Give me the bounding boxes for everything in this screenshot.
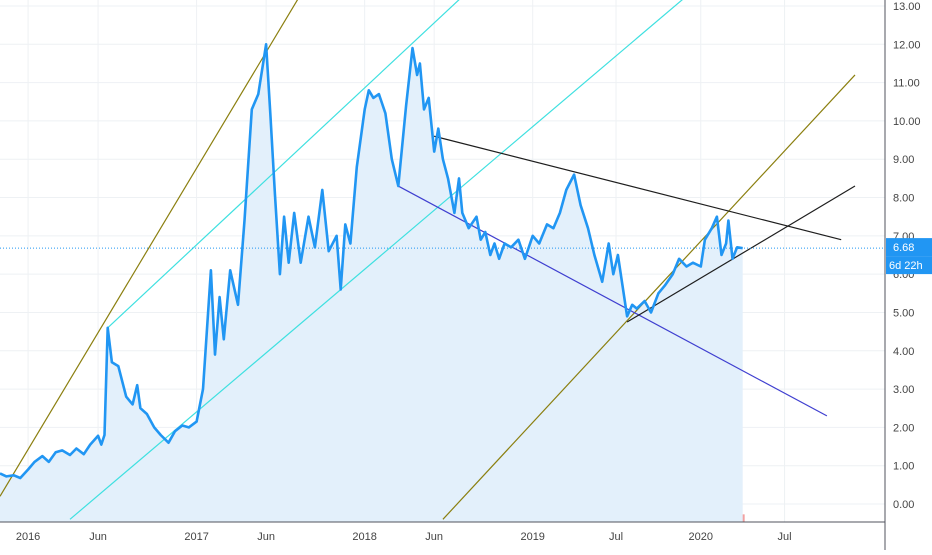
- countdown-badge: [886, 256, 932, 275]
- olive-channel-upper: [0, 0, 299, 497]
- x-tick-label: 2016: [16, 531, 40, 543]
- x-tick-label: 2020: [689, 531, 713, 543]
- y-tick-label: 12.00: [893, 39, 921, 51]
- price-badges: 6.68 6d 22h: [886, 238, 932, 275]
- triangle-upper: [434, 135, 842, 241]
- price-badge: [886, 238, 932, 257]
- x-tick-label: Jul: [778, 531, 792, 543]
- y-tick-label: 13.00: [893, 1, 921, 13]
- price-area-fill: [0, 44, 743, 522]
- x-tick-label: 2019: [520, 531, 544, 543]
- y-tick-label: 1.00: [893, 461, 914, 473]
- axes: 13.0012.0011.0010.009.008.007.006.005.00…: [0, 0, 921, 550]
- y-tick-label: 2.00: [893, 422, 914, 434]
- countdown-badge-label: 6d 22h: [889, 260, 923, 272]
- trend-lines: [0, 0, 856, 520]
- y-tick-label: 9.00: [893, 154, 914, 166]
- support-line: [397, 185, 828, 417]
- x-tick-label: 2018: [352, 531, 376, 543]
- x-tick-label: Jun: [257, 531, 275, 543]
- cyan-channel-upper: [107, 0, 460, 329]
- y-tick-label: 11.00: [893, 78, 920, 90]
- y-tick-label: 0.00: [893, 499, 914, 511]
- y-tick-label: 10.00: [893, 116, 921, 128]
- price-area: [0, 44, 743, 522]
- price-line: [0, 43, 743, 480]
- olive-channel-lower: [442, 74, 856, 520]
- x-tick-label: Jun: [89, 531, 107, 543]
- x-tick-label: Jun: [425, 531, 443, 543]
- y-tick-label: 3.00: [893, 384, 914, 396]
- y-tick-label: 4.00: [893, 346, 914, 358]
- x-tick-label: Jul: [609, 531, 623, 543]
- y-tick-label: 5.00: [893, 307, 914, 319]
- price-line-series: [0, 43, 743, 480]
- triangle-lower: [626, 185, 856, 323]
- x-tick-label: 2017: [184, 531, 208, 543]
- y-tick-label: 8.00: [893, 193, 914, 205]
- price-badge-label: 6.68: [893, 242, 914, 254]
